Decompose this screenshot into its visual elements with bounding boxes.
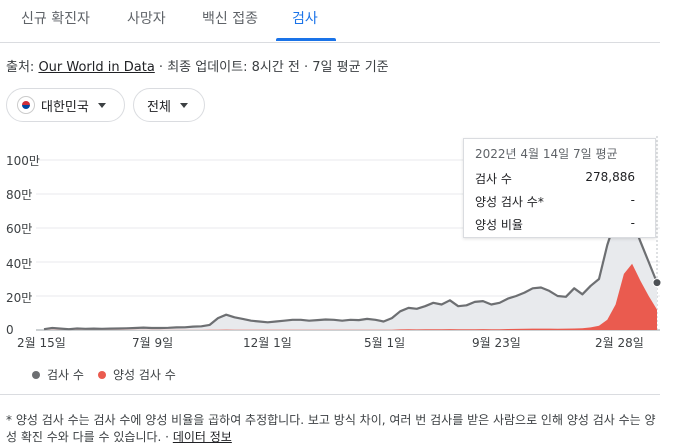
tooltip-value: - — [630, 193, 635, 207]
tooltip-label: 양성 검사 수* — [475, 195, 544, 209]
chevron-down-icon — [179, 102, 188, 108]
tab-new-cases[interactable]: 신규 확진자 — [21, 11, 90, 27]
y-tick-label: 0 — [6, 323, 14, 337]
tooltip-label: 검사 수 — [475, 172, 512, 186]
legend-dot-positive — [97, 370, 106, 379]
source-suffix: · 최종 업데이트: 8시간 전 · 7일 평균 기준 — [154, 60, 389, 75]
tooltip-value: - — [630, 216, 635, 230]
tooltip-row-rate: 양성 비율 - — [475, 216, 635, 233]
tests-line — [43, 203, 659, 331]
tab-testing[interactable]: 검사 — [292, 11, 318, 27]
legend-label-tests: 검사 수 — [47, 368, 84, 382]
korea-flag-icon — [17, 96, 35, 114]
footnote-text: * 양성 검사 수는 검사 수에 양성 비율을 곱하여 추정합니다. 보고 방식… — [6, 413, 656, 444]
footnote: * 양성 검사 수는 검사 수에 양성 비율을 곱하여 추정합니다. 보고 방식… — [6, 412, 656, 446]
chevron-down-icon — [97, 102, 106, 108]
x-tick-label: 9월 23일 — [472, 336, 521, 350]
tests-area — [44, 204, 657, 330]
x-tick-label: 5월 1일 — [364, 336, 406, 350]
x-tick-label: 7월 9일 — [132, 336, 174, 350]
y-tick-label: 100만 — [6, 154, 40, 168]
source-prefix: 출처: — [6, 60, 39, 75]
range-dropdown[interactable]: 전체 — [133, 88, 205, 122]
source-line: 출처: Our World in Data · 최종 업데이트: 8시간 전 ·… — [6, 56, 389, 75]
x-tick-label: 12월 1일 — [243, 336, 292, 350]
y-tick-label: 20만 — [6, 291, 33, 305]
region-dropdown[interactable]: 대한민국 — [6, 88, 125, 122]
tooltip-row-tests: 검사 수 278,886 — [475, 170, 635, 187]
y-tick-label: 80만 — [6, 188, 33, 202]
source-link[interactable]: Our World in Data — [38, 60, 155, 75]
chart-tooltip: 2022년 4월 14일 7일 평균 검사 수 278,886 양성 검사 수*… — [463, 138, 656, 238]
tab-vaccinations[interactable]: 백신 접종 — [202, 11, 258, 27]
y-tick-label: 60만 — [6, 222, 33, 236]
tab-bar: 신규 확진자 사망자 백신 접종 검사 — [0, 0, 660, 43]
tab-deaths[interactable]: 사망자 — [127, 11, 166, 27]
region-label: 대한민국 — [41, 99, 89, 115]
tests-chart[interactable] — [0, 136, 684, 336]
chart-legend: 검사 수 양성 검사 수 — [32, 366, 176, 383]
active-tab-indicator — [276, 38, 336, 41]
tooltip-value: 278,886 — [585, 170, 635, 184]
tooltip-title: 2022년 4월 14일 7일 평균 — [475, 147, 618, 161]
hover-point — [652, 278, 662, 288]
legend-dot-tests — [32, 370, 40, 379]
x-tick-label: 2월 15일 — [17, 336, 66, 350]
x-tick-label: 2월 28일 — [595, 336, 644, 350]
tooltip-label: 양성 비율 — [475, 218, 523, 232]
y-tick-label: 40만 — [6, 257, 33, 271]
legend-label-positive: 양성 검사 수 — [112, 368, 176, 382]
divider — [0, 394, 660, 395]
range-label: 전체 — [147, 99, 171, 115]
data-info-link[interactable]: 데이터 정보 — [172, 430, 232, 444]
tooltip-row-positive: 양성 검사 수* - — [475, 193, 635, 210]
